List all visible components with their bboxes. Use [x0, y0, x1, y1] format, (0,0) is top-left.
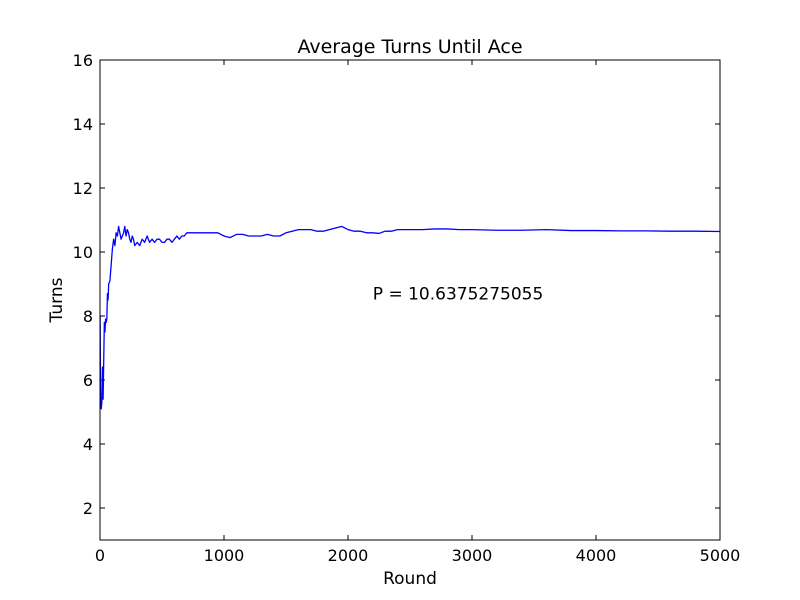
- x-tick-label: 3000: [452, 546, 493, 565]
- y-tick-label: 10: [73, 243, 93, 262]
- x-tick-label: 4000: [576, 546, 617, 565]
- ticks-layer: 0 1000 2000 3000 4000 5000 2 4 6 8 10 12 14 16: [73, 51, 741, 565]
- series-line-0: [99, 225, 721, 410]
- y-tick-label: 14: [73, 115, 93, 134]
- y-tick-label: 8: [83, 307, 93, 326]
- y-tick-label: 2: [83, 499, 93, 518]
- plot-frame: [99, 59, 721, 541]
- x-tick-label: 1000: [204, 546, 245, 565]
- y-axis-label: Turns: [47, 277, 67, 323]
- y-tick-label: 4: [83, 435, 93, 454]
- series-layer: [99, 225, 721, 410]
- annotation-p-value: P = 10.6375275055: [373, 285, 544, 305]
- x-tick-label: 5000: [700, 546, 741, 565]
- x-tick-label: 0: [95, 546, 105, 565]
- x-tick-label: 2000: [328, 546, 369, 565]
- chart-title: Average Turns Until Ace: [297, 36, 522, 58]
- y-tick-label: 16: [73, 51, 93, 70]
- y-tick-label: 12: [73, 179, 93, 198]
- x-axis-label: Round: [383, 569, 437, 589]
- y-tick-label: 6: [83, 371, 93, 390]
